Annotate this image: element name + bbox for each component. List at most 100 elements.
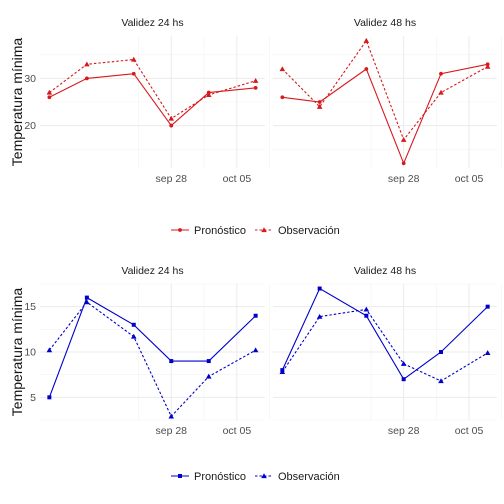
legend-item-pronostico: Pronóstico — [171, 225, 246, 237]
y-axis-label: Temperatura mínima — [9, 38, 25, 167]
data-point — [84, 299, 90, 305]
facet-panel: Validez 48 hs sep 28 oct 05 — [273, 17, 502, 185]
legend-key-marker — [261, 473, 267, 479]
data-point — [439, 350, 443, 354]
y-tick-label: 15 — [24, 301, 36, 313]
x-tick-label: oct 05 — [455, 173, 484, 185]
x-tick-label: sep 28 — [155, 425, 187, 437]
series-line — [49, 73, 256, 127]
data-point — [317, 100, 322, 104]
data-point — [439, 71, 443, 76]
series-pronostico — [280, 286, 490, 382]
data-point — [401, 377, 406, 382]
data-point — [438, 89, 444, 95]
data-point — [484, 63, 491, 69]
data-point — [400, 360, 407, 366]
series-observacion — [279, 37, 491, 142]
chart-row-bottom: Temperatura mínima Validez 24 hs sep 28 oct… — [9, 265, 502, 483]
data-point — [279, 369, 286, 375]
legend-key-marker — [178, 474, 182, 478]
legend: Pronóstico Observación — [171, 471, 340, 483]
legend-label: Observación — [278, 471, 340, 483]
facet-title: Validez 48 hs — [354, 17, 416, 29]
data-point — [363, 37, 370, 43]
series-observacion — [46, 299, 259, 419]
data-point — [131, 71, 136, 76]
x-tick-label: sep 28 — [388, 173, 420, 185]
series-observacion — [279, 306, 491, 384]
legend-item-pronostico: Pronóstico — [171, 471, 246, 483]
data-point — [253, 85, 258, 90]
series-line — [281, 287, 489, 381]
data-point — [84, 61, 90, 67]
data-point — [484, 350, 491, 356]
series-line — [48, 296, 257, 398]
facet-title: Validez 24 hs — [121, 265, 183, 277]
series-line — [281, 308, 488, 382]
legend-key-marker — [261, 227, 267, 233]
data-point — [364, 67, 369, 71]
data-point — [317, 286, 322, 291]
legend-label: Pronóstico — [194, 471, 246, 483]
data-point — [131, 322, 136, 327]
y-tick-label: 30 — [24, 73, 36, 85]
data-point — [400, 136, 407, 142]
data-point — [169, 123, 174, 128]
x-tick-label: oct 05 — [223, 425, 252, 437]
data-point — [205, 92, 212, 98]
x-tick-label: sep 28 — [155, 173, 187, 185]
y-axis-label: Temperatura mínima — [9, 288, 25, 417]
data-point — [280, 95, 285, 100]
series-pronostico — [280, 62, 490, 166]
legend-label: Observación — [278, 225, 340, 237]
data-point — [47, 395, 52, 400]
data-point — [205, 373, 212, 379]
data-point — [364, 313, 369, 318]
y-tick-label: 5 — [30, 392, 36, 404]
x-tick-label: oct 05 — [455, 425, 484, 437]
data-point — [130, 56, 137, 62]
series-pronostico — [47, 295, 258, 400]
legend-label: Pronóstico — [194, 225, 246, 237]
data-point — [47, 95, 52, 100]
data-point — [252, 347, 259, 353]
data-point — [84, 295, 89, 300]
data-point — [168, 413, 175, 419]
data-point — [130, 333, 137, 339]
legend: Pronóstico Observación — [171, 225, 340, 237]
data-point — [485, 304, 490, 309]
series-line — [48, 301, 256, 418]
data-point — [168, 115, 175, 121]
x-tick-label: oct 05 — [223, 173, 252, 185]
series-line — [49, 58, 256, 120]
series-pronostico — [47, 71, 258, 128]
series-line — [281, 39, 488, 141]
data-point — [46, 89, 53, 95]
x-tick-label: sep 28 — [388, 425, 420, 437]
chart-row-top: Temperatura mínima Validez 24 hs sep 28 oct… — [9, 17, 502, 237]
legend-item-observacion: Observación — [255, 471, 340, 483]
facet-title: Validez 48 hs — [354, 265, 416, 277]
data-point — [169, 359, 174, 364]
facet-panel: Validez 48 hs sep 28 oct 05 — [273, 265, 502, 437]
facet-panel: Validez 24 hs sep 28 oct 05 5 10 15 — [24, 265, 270, 437]
series-observacion — [46, 56, 259, 121]
data-point — [252, 77, 259, 83]
y-tick-label: 10 — [24, 347, 36, 359]
data-point — [401, 161, 406, 166]
data-point — [84, 76, 89, 81]
data-point — [363, 306, 370, 312]
data-point — [279, 66, 286, 72]
y-tick-label: 20 — [24, 120, 36, 132]
data-point — [438, 378, 444, 384]
facet-panel: Validez 24 hs sep 28 oct 05 20 30 — [24, 17, 270, 185]
data-point — [316, 103, 323, 109]
data-point — [253, 313, 258, 318]
data-point — [316, 313, 323, 319]
legend-item-observacion: Observación — [255, 225, 340, 237]
legend-key-marker — [178, 228, 182, 232]
series-line — [282, 63, 488, 165]
data-point — [46, 347, 53, 353]
data-point — [206, 359, 211, 364]
